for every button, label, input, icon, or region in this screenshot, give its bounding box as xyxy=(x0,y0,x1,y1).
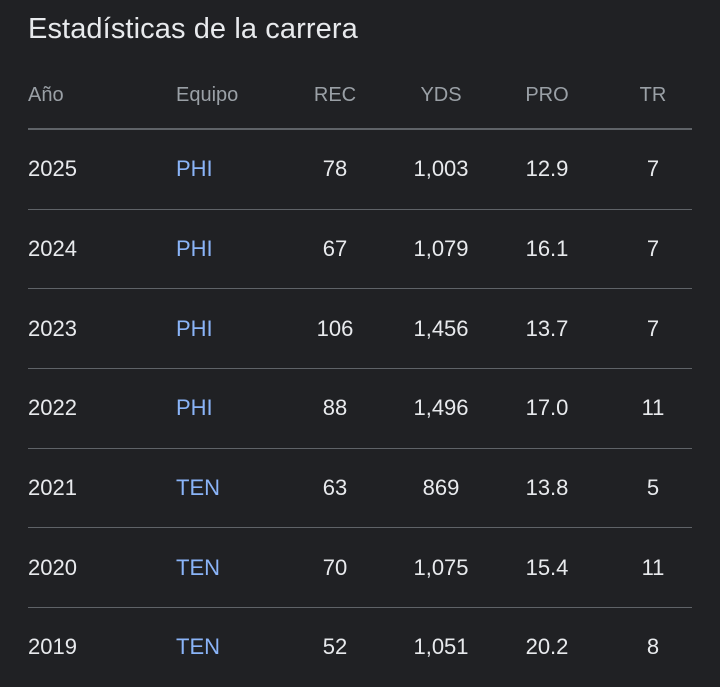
tr-cell: 5 xyxy=(646,475,660,501)
team-link[interactable]: PHI xyxy=(176,315,213,341)
pro-cell: 12.9 xyxy=(525,156,569,182)
rec-cell: 106 xyxy=(316,315,354,341)
table-row: 2019 TEN 52 1,051 20.2 8 xyxy=(28,607,692,687)
rec-cell: 63 xyxy=(322,475,348,501)
header-team: Equipo xyxy=(176,83,239,106)
pro-cell: 17.0 xyxy=(525,395,569,421)
yds-cell: 1,051 xyxy=(413,634,469,660)
section-title: Estadísticas de la carrera xyxy=(28,13,358,45)
rec-cell: 70 xyxy=(322,554,348,580)
tr-cell: 7 xyxy=(646,315,660,341)
table-row: 2020 TEN 70 1,075 15.4 11 xyxy=(28,527,692,607)
header-pro: PRO xyxy=(525,83,569,106)
year-cell: 2022 xyxy=(28,395,77,421)
header-tr: TR xyxy=(639,83,667,106)
pro-cell: 13.7 xyxy=(525,315,569,341)
yds-cell: 1,075 xyxy=(413,554,469,580)
rec-cell: 78 xyxy=(322,156,348,182)
year-cell: 2024 xyxy=(28,236,77,262)
pro-cell: 20.2 xyxy=(525,634,569,660)
table-row: 2025 PHI 78 1,003 12.9 7 xyxy=(28,130,692,209)
tr-cell: 7 xyxy=(646,156,660,182)
team-link[interactable]: TEN xyxy=(176,554,220,580)
pro-cell: 13.8 xyxy=(525,475,569,501)
table-header-row: Año Equipo REC YDS PRO TR xyxy=(28,62,692,130)
yds-cell: 1,003 xyxy=(413,156,469,182)
team-link[interactable]: PHI xyxy=(176,395,213,421)
tr-cell: 11 xyxy=(641,395,665,421)
year-cell: 2020 xyxy=(28,554,77,580)
table-row: 2024 PHI 67 1,079 16.1 7 xyxy=(28,208,692,289)
pro-cell: 15.4 xyxy=(525,554,569,580)
team-link[interactable]: TEN xyxy=(176,634,220,660)
rec-cell: 52 xyxy=(322,634,348,660)
yds-cell: 1,456 xyxy=(413,315,469,341)
header-rec: REC xyxy=(313,83,357,106)
year-cell: 2019 xyxy=(28,634,77,660)
table-row: 2023 PHI 106 1,456 13.7 7 xyxy=(28,288,692,368)
year-cell: 2025 xyxy=(28,156,77,182)
year-cell: 2023 xyxy=(28,315,77,341)
yds-cell: 869 xyxy=(422,475,460,501)
team-link[interactable]: PHI xyxy=(176,236,213,262)
team-link[interactable]: TEN xyxy=(176,475,220,501)
yds-cell: 1,079 xyxy=(413,236,469,262)
tr-cell: 11 xyxy=(641,554,665,580)
tr-cell: 8 xyxy=(646,634,660,660)
header-year: Año xyxy=(28,83,64,106)
year-cell: 2021 xyxy=(28,475,77,501)
tr-cell: 7 xyxy=(646,236,660,262)
table-row: 2021 TEN 63 869 13.8 5 xyxy=(28,447,692,528)
yds-cell: 1,496 xyxy=(413,395,469,421)
career-stats-table: Año Equipo REC YDS PRO TR 2025 PHI 78 1,… xyxy=(28,62,692,687)
pro-cell: 16.1 xyxy=(525,236,569,262)
table-row: 2022 PHI 88 1,496 17.0 11 xyxy=(28,368,692,448)
header-yds: YDS xyxy=(420,83,462,106)
rec-cell: 67 xyxy=(322,236,348,262)
team-link[interactable]: PHI xyxy=(176,156,213,182)
rec-cell: 88 xyxy=(322,395,348,421)
